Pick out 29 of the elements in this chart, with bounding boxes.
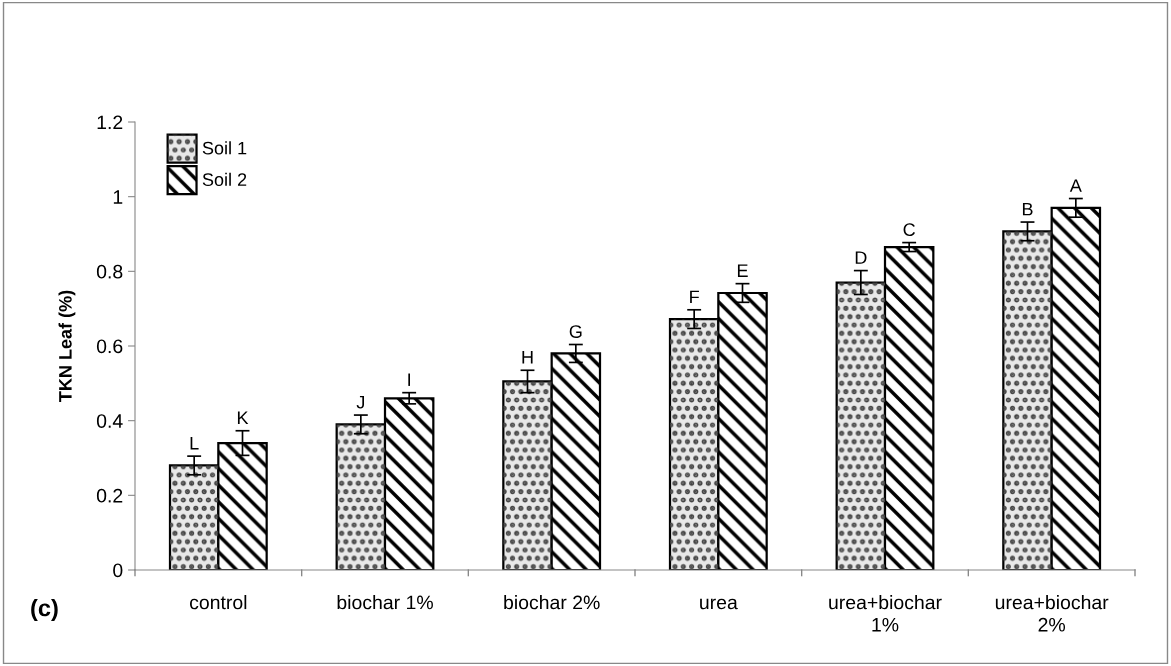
data-label: I [408,373,411,386]
x-tick-label: urea+biochar 1% [829,595,942,632]
x-tick-label: biochar 1% [337,595,433,610]
legend-label: Soil 1 [202,141,247,155]
data-label: C [903,223,915,237]
data-label: H [522,351,533,364]
data-label: A [1069,179,1082,192]
data-label: D [855,251,867,264]
data-label: F [690,290,699,304]
y-tick-label: 0.6 [96,339,123,354]
y-axis-title: TKN Leaf (%) [58,290,76,402]
legend-label: Soil 2 [202,172,247,186]
x-tick-label: biochar 2% [504,595,600,610]
y-tick-label: 1 [113,190,123,204]
x-tick-label: urea [700,598,738,610]
data-label: G [569,325,582,338]
y-tick-label: 0 [113,563,123,578]
y-tick-label: 1.2 [97,115,123,130]
x-tick-label: control [189,595,247,610]
text: (c) [31,598,58,622]
data-label: J [356,395,365,409]
y-tick-label: 0.2 [96,488,123,503]
y-tick-label: 0.4 [96,414,123,428]
data-label: E [737,264,748,277]
y-tick-label: 0.8 [96,264,123,279]
data-label: K [237,411,249,425]
x-tick-label: urea+biochar 2% [995,595,1109,632]
data-label: L [190,436,199,450]
data-label: B [1022,202,1033,216]
